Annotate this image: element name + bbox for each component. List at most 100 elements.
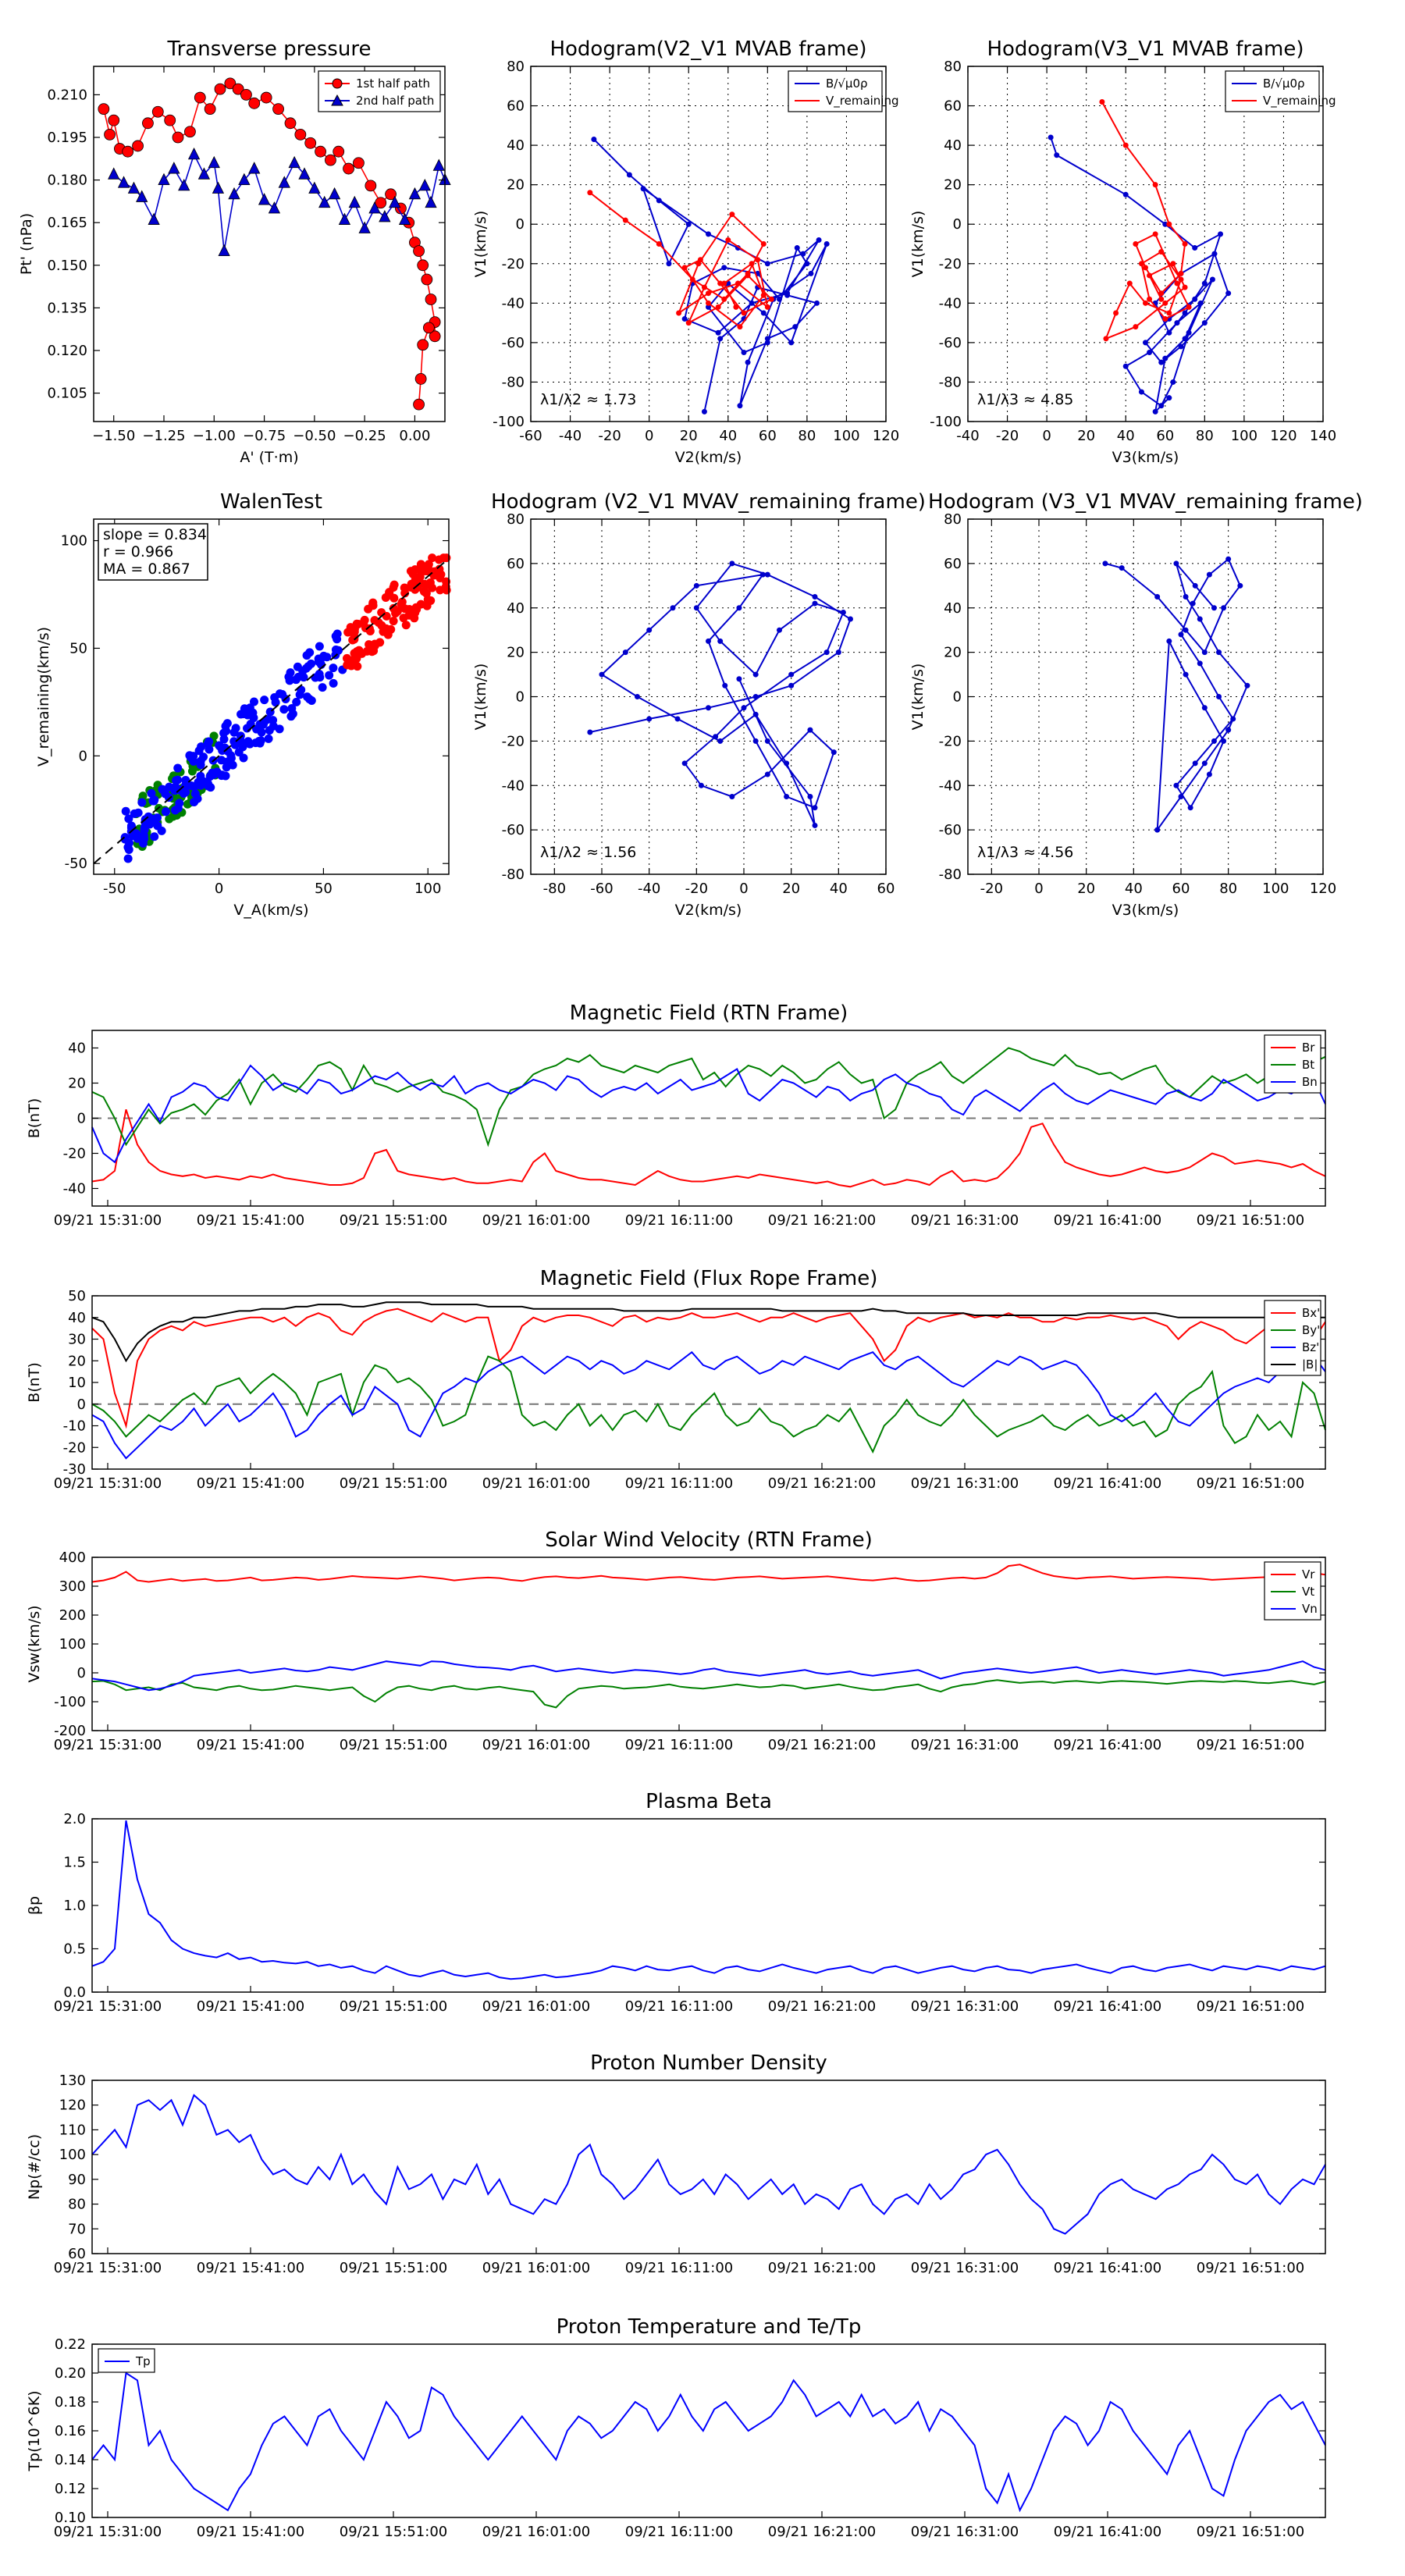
tp-point: [248, 162, 261, 174]
hodo4-point: [1190, 600, 1196, 607]
tp-point: [132, 140, 144, 152]
hodo3-ytick-label: -40: [502, 777, 525, 794]
hodo2-point: [1178, 276, 1184, 283]
hodo2-xtick-label: 100: [1231, 428, 1257, 444]
hodo3-point: [812, 822, 818, 828]
hodo4-point: [1225, 556, 1232, 562]
hodo4-ytick-label: 20: [944, 645, 962, 661]
hodo3-point: [646, 627, 653, 633]
np-ytick-label: 100: [59, 2147, 86, 2163]
tp-point: [268, 201, 281, 214]
walen-point: [401, 621, 411, 630]
hodo3-axes-frame: [530, 518, 887, 875]
walen-point: [120, 834, 130, 844]
hodo1-point: [706, 231, 711, 237]
walen-point: [420, 566, 429, 575]
tp_temp-ytick-label: 0.22: [55, 2336, 86, 2353]
walen-point: [319, 651, 329, 660]
tp-point: [379, 210, 391, 222]
tp_temp-xtick-label: 09/21 16:21:00: [768, 2524, 876, 2540]
hodo1-point: [721, 280, 727, 286]
walen-point: [422, 601, 432, 610]
walen-point: [439, 553, 448, 563]
tp-point: [343, 162, 354, 175]
hodo2-ytick-label: -40: [939, 295, 962, 311]
hodo2-point: [1201, 280, 1208, 286]
tp-point: [417, 259, 429, 272]
tp-title: Transverse pressure: [167, 37, 372, 61]
hodo3-xtick-label: 20: [782, 881, 800, 897]
walen-point: [311, 673, 320, 682]
walen-point: [124, 814, 133, 824]
mag_rtn-ytick-label: 0: [77, 1111, 86, 1127]
hodo3-xtick-label: 60: [877, 881, 895, 897]
hodo1-point: [721, 265, 727, 271]
vsw-series-line: [91, 1679, 1326, 1709]
mag_rtn-xtick-label: 09/21 16:31:00: [911, 1212, 1019, 1229]
hodo3-point: [706, 638, 711, 644]
beta-xtick-label: 09/21 16:21:00: [768, 1998, 876, 2015]
tp-legend-label: 2nd half path: [356, 94, 434, 108]
walen-point: [275, 724, 284, 734]
walen-ytick-label: 100: [61, 533, 87, 550]
hodo4-ytick-label: 0: [953, 689, 962, 706]
hodo3-point: [599, 671, 605, 678]
magnetic-field-rtn-chart: Magnetic Field (RTN Frame) 09/21 15:31:00…: [26, 1002, 1326, 1229]
mag_fr-ylabel: B(nT): [26, 1362, 43, 1403]
walen-annotation: r = 0.966: [103, 543, 173, 560]
hodo4-point: [1183, 627, 1189, 633]
hodo2-point: [1225, 290, 1232, 297]
hodo4-point: [1178, 632, 1184, 638]
hodo2-point: [1170, 261, 1176, 267]
vsw-xtick-label: 09/21 15:51:00: [340, 1737, 447, 1753]
walen-ytick-label: 50: [69, 640, 87, 656]
hodo3-point: [729, 793, 735, 799]
hodo2-point: [1162, 355, 1168, 361]
walen-point: [436, 585, 445, 595]
walen-point: [365, 624, 374, 633]
vsw-xtick-label: 09/21 16:01:00: [482, 1737, 590, 1753]
tp-point: [240, 89, 252, 101]
walen-point: [343, 660, 352, 670]
hodo3-ylabel: V1(km/s): [472, 664, 489, 731]
tp-xtick-label: −0.75: [243, 428, 286, 444]
vsw-ytick-label: 200: [59, 1607, 86, 1624]
walen-point: [292, 697, 301, 706]
transverse-pressure-chart: Transverse pressure−1.50 −1.25 −1.00 −0.75−…: [18, 37, 451, 466]
hodo1-eigen-ratio: λ1/λ2 ≈ 1.73: [540, 391, 636, 408]
hodo1-point: [701, 408, 707, 415]
tp-point: [204, 103, 216, 116]
hodo4-ytick-label: 60: [944, 556, 962, 572]
tp_temp-xtick-label: 09/21 16:01:00: [482, 2524, 590, 2540]
mag_rtn-xtick-label: 09/21 16:11:00: [625, 1212, 733, 1229]
walen-ytick-label: 0: [79, 748, 87, 764]
walen-point: [287, 703, 297, 713]
tp-point: [218, 244, 230, 257]
hodo1-point: [784, 292, 791, 298]
walen-point: [386, 624, 395, 634]
hodo2-point: [1158, 359, 1165, 365]
np-axes-frame: [91, 2080, 1326, 2254]
hodo1-xtick-label: 100: [833, 428, 859, 444]
tp-legend-marker: [331, 94, 343, 106]
hodo4-xtick-label: 40: [1125, 881, 1143, 897]
hodo1-point: [745, 359, 751, 365]
tp-xtick-label: −1.00: [193, 428, 236, 444]
hodo1-point: [697, 257, 703, 263]
hodo3-point: [741, 705, 747, 711]
walen-annotation-box: [98, 523, 208, 581]
tp-point: [212, 181, 225, 194]
vsw-ytick-label: 400: [59, 1550, 86, 1566]
walen-point: [123, 854, 133, 863]
hodo4-point: [1230, 716, 1236, 722]
walen-point: [147, 788, 156, 798]
walen-point: [190, 782, 199, 792]
mag_fr-xtick-label: 09/21 16:21:00: [768, 1475, 876, 1492]
hodo1-point: [591, 137, 597, 143]
walen-point: [325, 671, 334, 680]
tp-point: [333, 145, 345, 158]
vsw-legend-label: Vt: [1302, 1585, 1314, 1599]
hodo4-ytick-label: 80: [944, 511, 962, 528]
hodo2-xtick-label: 120: [1270, 428, 1297, 444]
hodo2-ylabel: V1(km/s): [909, 211, 927, 278]
